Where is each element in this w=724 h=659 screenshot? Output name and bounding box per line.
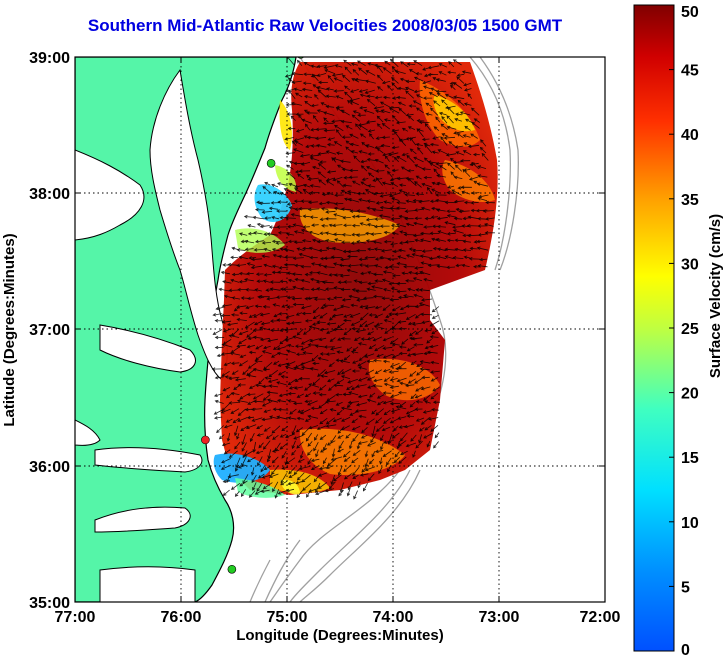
colorbar-tick-label: 15 <box>681 450 699 467</box>
colorbar-tick-label: 35 <box>681 192 699 209</box>
y-axis-label: Latitude (Degrees:Minutes) <box>1 233 18 426</box>
radar-stations <box>201 57 305 574</box>
map-title: Southern Mid-Atlantic Raw Velocities 200… <box>87 16 563 35</box>
colorbar-tick-label: 45 <box>681 63 699 80</box>
y-tick-label: 38:00 <box>29 186 70 203</box>
station-marker <box>266 158 276 168</box>
velocity-arrows <box>211 57 495 500</box>
colorbar-tick-label: 25 <box>681 321 699 338</box>
colorbar-tick-label: 5 <box>681 579 690 596</box>
y-tick-labels: 39:00 38:00 37:00 36:00 35:00 <box>29 50 70 612</box>
y-tick-label: 36:00 <box>29 459 70 476</box>
y-tick-label: 37:00 <box>29 322 70 339</box>
y-tick-label: 35:00 <box>29 595 70 612</box>
colorbar-tick-label: 40 <box>681 127 699 144</box>
gridlines <box>75 57 605 602</box>
x-tick-label: 74:00 <box>373 609 414 626</box>
colorbar-gradient <box>633 4 675 652</box>
x-tick-label: 72:00 <box>580 609 621 626</box>
x-axis-label: Longitude (Degrees:Minutes) <box>236 627 444 644</box>
x-tick-label: 73:00 <box>479 609 520 626</box>
x-tick-labels: 77:00 76:00 75:00 74:00 73:00 72:00 <box>55 609 621 626</box>
colorbar-tick-label: 20 <box>681 386 699 403</box>
colorbar-tick-label: 50 <box>681 4 699 21</box>
y-tick-label: 39:00 <box>29 50 70 67</box>
colorbar-tick-label: 10 <box>681 515 699 532</box>
colorbar-label: Surface Velocity (cm/s) <box>707 214 724 378</box>
x-tick-label: 76:00 <box>161 609 202 626</box>
station-marker <box>227 564 237 574</box>
x-tick-label: 77:00 <box>55 609 96 626</box>
colorbar: 0 5 10 15 20 25 30 35 40 45 50 Surface Velocity (c… <box>633 4 724 659</box>
velocity-field <box>211 57 498 500</box>
colorbar-tick-label: 0 <box>681 642 690 659</box>
x-tick-label: 75:00 <box>267 609 308 626</box>
station-marker <box>201 435 210 445</box>
colorbar-tick-label: 30 <box>681 256 699 273</box>
